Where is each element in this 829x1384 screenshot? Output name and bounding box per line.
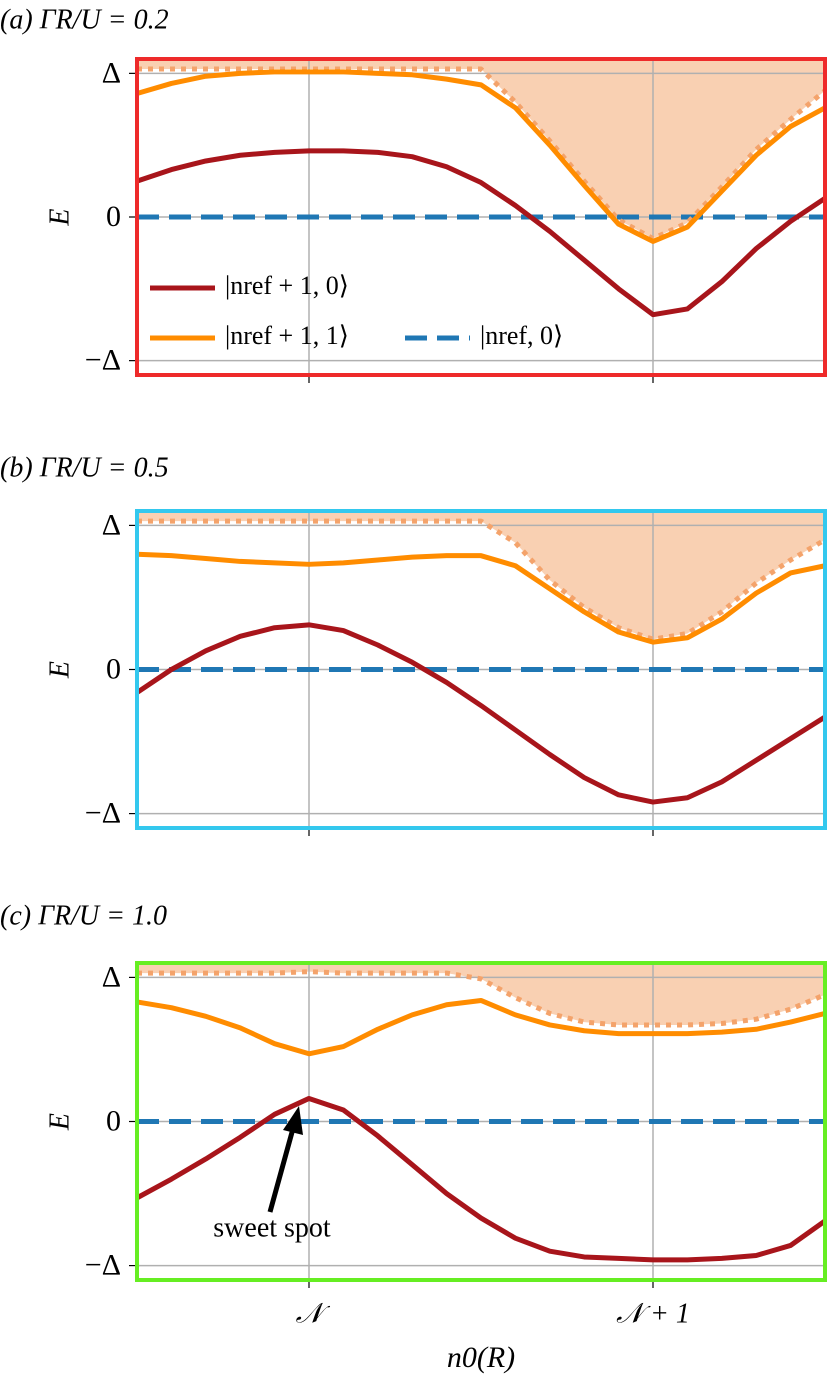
y-tick-label: Δ <box>102 960 121 993</box>
series-line <box>135 1095 827 1263</box>
y-tick-label: −Δ <box>85 796 121 829</box>
y-tick-label: −Δ <box>85 1248 121 1281</box>
y-axis-label: E <box>44 1113 75 1131</box>
series-line <box>137 66 827 242</box>
series-line <box>136 997 826 1057</box>
panel-frame <box>135 961 827 1282</box>
y-tick-label: Δ <box>102 508 121 541</box>
annotation-arrowhead <box>283 1106 303 1135</box>
series-line <box>136 69 827 244</box>
legend-label: |nref + 1, 0⟩ <box>225 271 349 300</box>
annotation-arrow <box>267 1124 297 1213</box>
panel-title: (a) ΓR/U = 0.2 <box>0 4 169 35</box>
x-tick-label: 𝒩 + 1 <box>616 1298 690 1329</box>
y-tick-label: 0 <box>106 1104 121 1137</box>
series-line <box>136 551 826 645</box>
y-axis-label: E <box>44 208 75 226</box>
x-tick-label: 𝒩 <box>296 1298 331 1329</box>
legend-label: |nref + 1, 1⟩ <box>225 321 349 350</box>
series-line <box>135 622 827 805</box>
panel-title: (b) ΓR/U = 0.5 <box>0 452 169 483</box>
panel-title: (c) ΓR/U = 1.0 <box>0 900 167 931</box>
panel-frame <box>135 509 827 830</box>
series-line <box>136 148 827 318</box>
panel-frame <box>135 57 827 377</box>
annotation: sweet spot <box>213 1212 331 1243</box>
series-line <box>137 518 827 642</box>
series-line <box>137 969 826 1028</box>
x-axis-label: n0(R) <box>447 1341 515 1374</box>
y-tick-label: 0 <box>106 200 121 233</box>
y-tick-label: 0 <box>106 652 121 685</box>
y-axis-label: E <box>44 661 75 679</box>
legend-label: |nref, 0⟩ <box>480 321 563 350</box>
y-tick-label: Δ <box>102 56 121 89</box>
y-tick-label: −Δ <box>85 344 121 377</box>
